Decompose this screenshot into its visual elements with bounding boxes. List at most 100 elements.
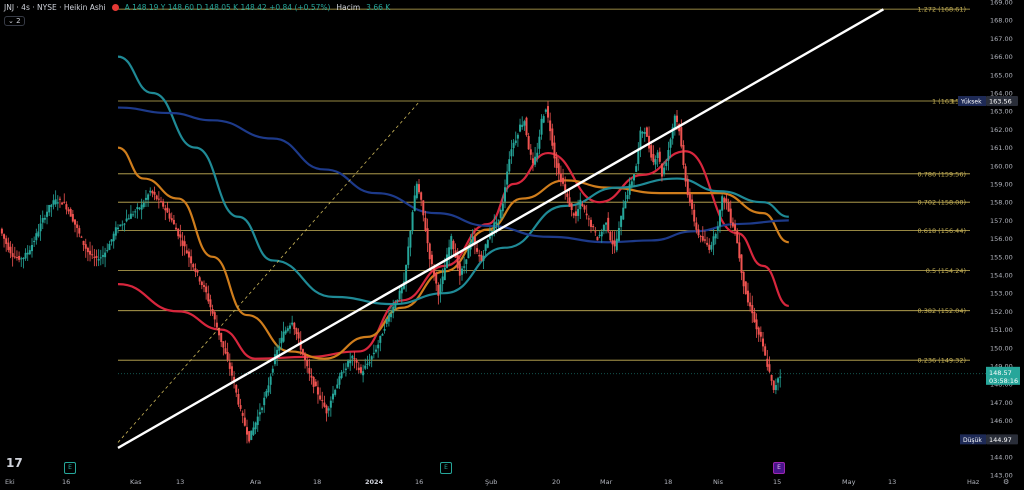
candle-body bbox=[443, 267, 446, 281]
candle-body bbox=[768, 364, 771, 372]
candle-body bbox=[660, 163, 663, 177]
candle-body bbox=[435, 272, 438, 284]
candle-body bbox=[310, 375, 313, 378]
candle-body bbox=[314, 381, 317, 387]
candle-body bbox=[323, 402, 326, 407]
price-axis: 143.00144.00145.00146.00147.00148.00149.… bbox=[118, 0, 1020, 480]
price-tick-label: 147.00 bbox=[990, 399, 1013, 407]
candle-body bbox=[740, 254, 743, 273]
time-tick-label: 16 bbox=[62, 478, 70, 486]
candle-body bbox=[413, 195, 416, 212]
candle-body bbox=[617, 228, 620, 241]
candle-body bbox=[46, 211, 49, 217]
candle-body bbox=[91, 254, 94, 256]
price-tick-label: 143.00 bbox=[990, 472, 1013, 480]
moving-average-line bbox=[117, 150, 790, 360]
candle-body bbox=[396, 299, 399, 302]
candle-body bbox=[194, 268, 197, 272]
candle-body bbox=[261, 407, 264, 410]
candle-body bbox=[635, 166, 638, 172]
price-tick-label: 153.00 bbox=[990, 290, 1013, 298]
candle-body bbox=[534, 156, 537, 165]
candle-body bbox=[695, 222, 698, 230]
candle-body bbox=[375, 349, 377, 352]
candle-body bbox=[710, 245, 713, 250]
candle-body bbox=[531, 158, 534, 164]
candle-body bbox=[351, 355, 354, 359]
candle-body bbox=[398, 290, 401, 299]
time-tick-label: Ara bbox=[250, 478, 261, 486]
candle-body bbox=[177, 228, 180, 237]
candle-body bbox=[691, 199, 694, 209]
candle-body bbox=[598, 234, 601, 236]
candle-body bbox=[394, 303, 397, 309]
candle-body bbox=[594, 231, 597, 233]
high-price-tag-bg bbox=[986, 96, 1018, 107]
candle-body bbox=[347, 360, 350, 367]
candle-body bbox=[574, 211, 577, 216]
earnings-event-icon[interactable]: E bbox=[64, 462, 76, 474]
candle-body bbox=[11, 253, 14, 257]
candle-body bbox=[420, 192, 423, 200]
fib-label: 0.786 (159.56) bbox=[918, 170, 967, 178]
candle-body bbox=[607, 217, 610, 232]
candle-body bbox=[409, 231, 412, 248]
earnings-event-icon[interactable]: E bbox=[440, 462, 452, 474]
candle-body bbox=[590, 219, 592, 227]
candle-body bbox=[572, 213, 575, 216]
time-tick-label: Nis bbox=[713, 478, 724, 486]
price-tick-label: 163.00 bbox=[990, 108, 1013, 116]
fib-label: 0.382 (152.04) bbox=[918, 307, 967, 315]
candle-body bbox=[364, 365, 367, 369]
candle-body bbox=[144, 197, 147, 200]
candle-body bbox=[703, 239, 706, 241]
candle-body bbox=[684, 166, 687, 182]
candle-body bbox=[609, 231, 612, 241]
candle-body bbox=[658, 151, 661, 162]
candle-body bbox=[465, 259, 468, 264]
candle-body bbox=[669, 139, 672, 148]
candle-body bbox=[626, 195, 629, 200]
candle-body bbox=[650, 145, 653, 158]
candle-body bbox=[235, 385, 238, 393]
indicators-toggle-button[interactable]: ⌄ 2 bbox=[4, 16, 25, 26]
volume-value: 3.66 K bbox=[366, 3, 391, 12]
candle-body bbox=[753, 311, 756, 323]
price-tick-label: 164.00 bbox=[990, 90, 1013, 98]
candle-body bbox=[562, 177, 565, 184]
candle-body bbox=[13, 256, 16, 258]
candle-body bbox=[209, 299, 212, 308]
candle-body bbox=[407, 246, 410, 265]
time-tick-label: May bbox=[842, 478, 856, 486]
candle-body bbox=[592, 225, 595, 228]
candle-body bbox=[327, 408, 330, 411]
candle-body bbox=[493, 222, 496, 231]
symbol-title[interactable]: JNJ · 4s · NYSE · Heikin Ashi bbox=[4, 3, 106, 12]
candle-body bbox=[37, 231, 40, 237]
candle-body bbox=[405, 264, 408, 283]
candle-body bbox=[246, 427, 248, 435]
earnings-event-icon[interactable]: E bbox=[773, 462, 785, 474]
candle-body bbox=[706, 242, 709, 245]
candle-body bbox=[731, 222, 734, 227]
candle-body bbox=[570, 203, 573, 211]
candle-body bbox=[540, 118, 543, 135]
candle-body bbox=[256, 416, 259, 425]
price-tick-label: 158.00 bbox=[990, 199, 1013, 207]
candle-body bbox=[641, 132, 644, 134]
candle-body bbox=[779, 376, 782, 378]
candle-body bbox=[170, 218, 173, 221]
candle-body bbox=[28, 250, 31, 255]
candle-body bbox=[215, 322, 218, 328]
candle-body bbox=[89, 250, 92, 255]
fib-label: 0.618 (156.44) bbox=[918, 227, 967, 235]
candle-body bbox=[458, 263, 461, 276]
candle-body bbox=[299, 340, 302, 350]
candle-body bbox=[147, 194, 150, 200]
candle-body bbox=[766, 358, 769, 367]
fib-label: 1.272 (168.61) bbox=[918, 6, 967, 14]
candle-body bbox=[192, 264, 195, 268]
candle-body bbox=[114, 227, 117, 236]
candle-body bbox=[547, 106, 549, 118]
